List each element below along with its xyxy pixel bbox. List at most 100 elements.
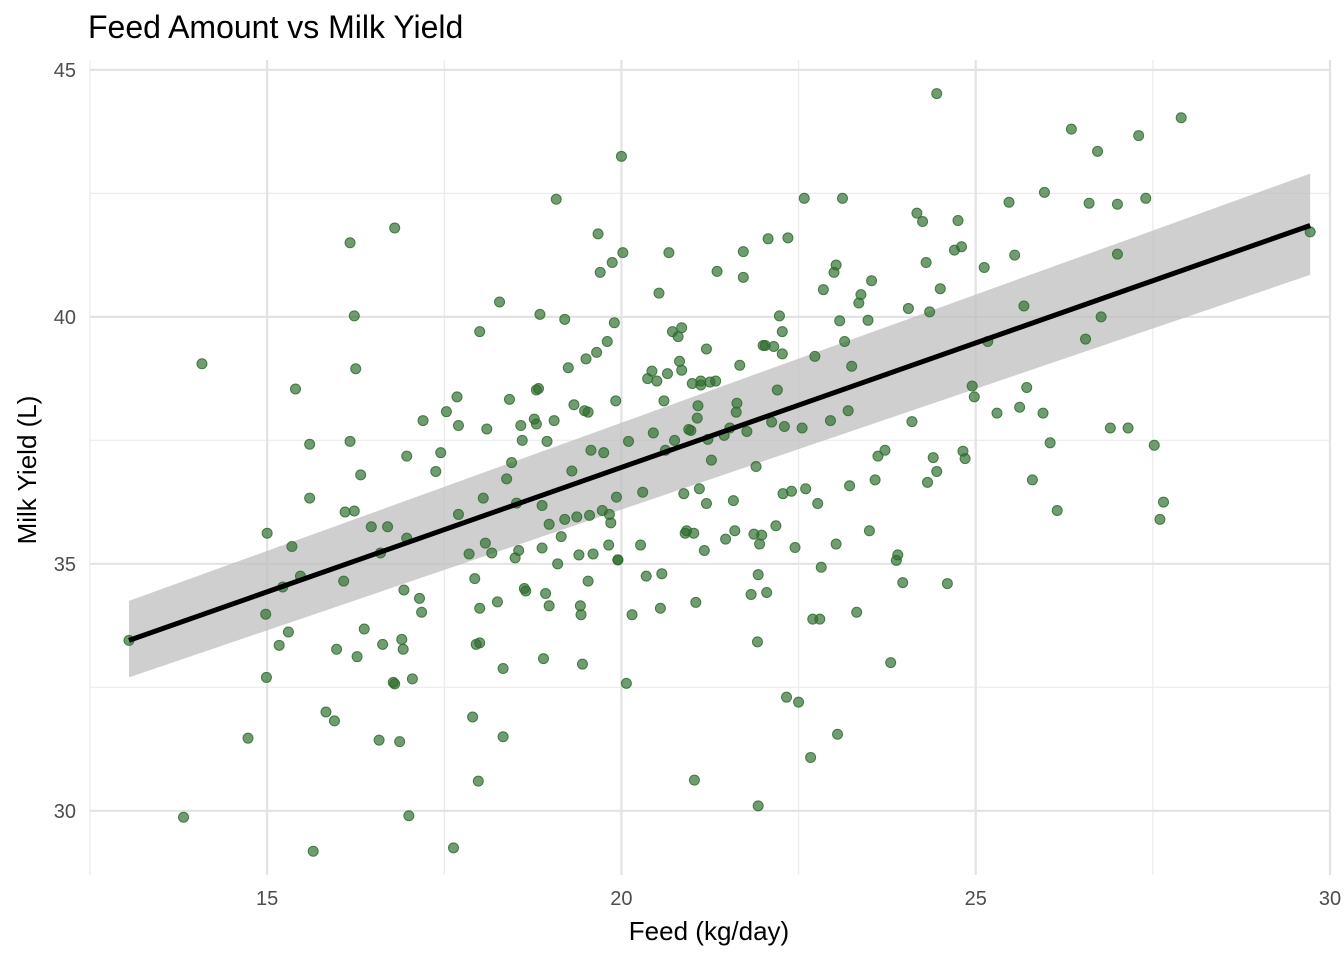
data-point	[474, 637, 486, 649]
data-point	[653, 287, 665, 299]
regression-line-path	[128, 223, 1311, 643]
data-point	[897, 577, 909, 589]
data-point	[513, 544, 525, 556]
data-point	[576, 658, 588, 670]
data-point	[661, 368, 673, 380]
data-point	[491, 596, 503, 608]
data-point	[1111, 198, 1123, 210]
data-point	[956, 241, 968, 253]
data-point	[592, 228, 604, 240]
data-point	[1014, 401, 1026, 413]
data-point	[1038, 186, 1050, 198]
data-point	[389, 222, 401, 234]
data-point	[885, 657, 897, 669]
data-point	[398, 584, 410, 596]
data-point	[559, 513, 571, 525]
data-point	[344, 237, 356, 249]
data-point	[785, 485, 797, 497]
data-point	[674, 355, 686, 367]
data-point	[727, 495, 739, 507]
x-tick-label: 25	[965, 888, 987, 910]
data-point	[377, 638, 389, 650]
data-point	[695, 379, 707, 391]
data-point	[338, 575, 350, 587]
data-point	[729, 525, 741, 537]
x-tick-label: 20	[610, 888, 632, 910]
data-point	[452, 508, 464, 520]
data-point	[1026, 474, 1038, 486]
data-point	[601, 336, 613, 348]
data-point	[654, 602, 666, 614]
x-axis-label: Feed (kg/day)	[629, 916, 789, 946]
data-point	[516, 434, 528, 446]
data-point	[435, 447, 447, 459]
data-point	[692, 400, 704, 412]
data-point	[540, 587, 552, 599]
data-point	[844, 480, 856, 492]
data-point	[745, 588, 757, 600]
data-point	[463, 548, 475, 560]
data-point	[782, 232, 794, 244]
data-point	[447, 842, 459, 854]
data-point	[494, 296, 506, 308]
data-point	[582, 406, 594, 418]
y-tick-label: 45	[54, 60, 76, 82]
data-point	[389, 678, 401, 690]
data-point	[477, 492, 489, 504]
confidence-band	[128, 173, 1311, 678]
data-point	[1003, 196, 1015, 208]
data-point	[917, 216, 929, 228]
data-point	[403, 810, 415, 822]
data-point	[902, 302, 914, 314]
data-point	[543, 600, 555, 612]
data-point	[620, 677, 632, 689]
data-point	[966, 380, 978, 392]
data-point	[585, 444, 597, 456]
data-point	[676, 364, 688, 376]
data-point	[467, 711, 479, 723]
data-points	[123, 88, 1316, 857]
data-point	[606, 257, 618, 269]
x-tick-label: 15	[256, 888, 278, 910]
data-point	[824, 415, 836, 427]
data-point	[773, 310, 785, 322]
data-point	[1104, 422, 1116, 434]
data-point	[503, 393, 515, 405]
y-tick-label: 30	[54, 801, 76, 823]
data-point	[474, 602, 486, 614]
y-tick-label: 35	[54, 554, 76, 576]
data-point	[568, 399, 580, 411]
data-point	[584, 509, 596, 521]
data-point	[1154, 513, 1166, 525]
data-point	[906, 416, 918, 428]
data-point	[382, 521, 394, 533]
data-point	[452, 420, 464, 432]
data-point	[626, 609, 638, 621]
data-point	[1157, 496, 1169, 508]
data-point	[582, 575, 594, 587]
data-point	[815, 561, 827, 573]
data-point	[830, 259, 842, 271]
data-point	[550, 193, 562, 205]
data-point	[178, 811, 190, 823]
data-point	[548, 415, 560, 427]
data-point	[817, 284, 829, 296]
data-point	[789, 542, 801, 554]
data-point	[339, 506, 351, 518]
y-tick-label: 40	[54, 307, 76, 329]
data-point	[533, 382, 545, 394]
data-point	[413, 592, 425, 604]
data-point	[373, 734, 385, 746]
confidence-band-area	[128, 173, 1311, 678]
data-point	[469, 573, 481, 585]
data-point	[1122, 422, 1134, 434]
data-point	[304, 492, 316, 504]
data-point	[911, 207, 923, 219]
data-point	[751, 636, 763, 648]
data-point	[260, 671, 272, 683]
data-point	[396, 633, 408, 645]
data-point	[690, 596, 702, 608]
data-point	[1148, 439, 1160, 451]
data-point	[793, 696, 805, 708]
